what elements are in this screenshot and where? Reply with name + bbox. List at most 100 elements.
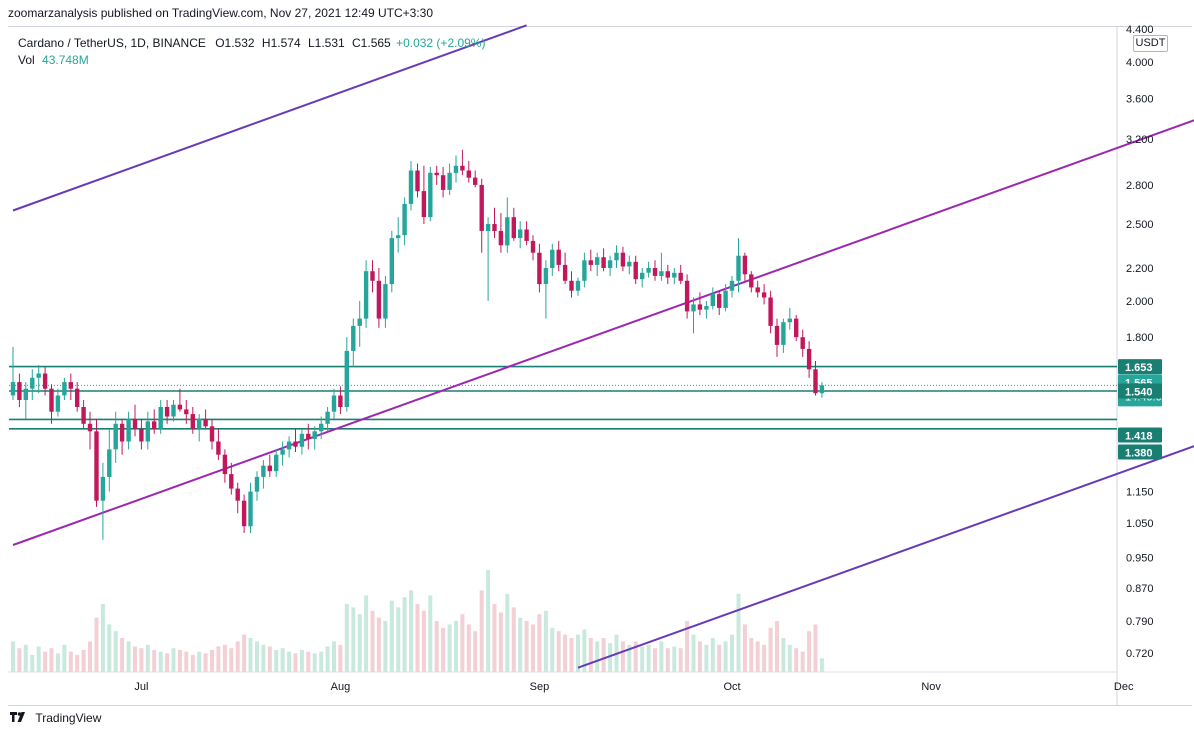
candle-body[interactable]	[81, 407, 86, 424]
candle-body[interactable]	[222, 454, 228, 475]
candle-body[interactable]	[672, 272, 677, 278]
candle-body[interactable]	[806, 348, 812, 370]
candle-body[interactable]	[473, 177, 478, 185]
candle-body[interactable]	[203, 418, 208, 427]
candle-body[interactable]	[261, 465, 266, 477]
candle-body[interactable]	[75, 388, 80, 407]
candle-body[interactable]	[376, 280, 382, 319]
candle-body[interactable]	[10, 382, 16, 396]
candle-body[interactable]	[68, 382, 73, 389]
candle-body[interactable]	[729, 280, 735, 291]
candle-body[interactable]	[518, 229, 523, 239]
candle-body[interactable]	[190, 414, 195, 429]
candle-body[interactable]	[524, 229, 529, 241]
candle-body[interactable]	[768, 297, 773, 326]
candle-body[interactable]	[588, 260, 593, 265]
candle-body[interactable]	[267, 465, 272, 472]
candle-body[interactable]	[607, 260, 613, 268]
candle-body[interactable]	[319, 423, 324, 432]
candle-body[interactable]	[229, 474, 234, 489]
candle-body[interactable]	[331, 395, 337, 412]
candle-body[interactable]	[87, 423, 93, 432]
candle-body[interactable]	[415, 170, 420, 192]
candle-body[interactable]	[556, 249, 561, 265]
candle-body[interactable]	[396, 235, 401, 239]
candle-body[interactable]	[530, 240, 536, 253]
candle-body[interactable]	[132, 418, 138, 429]
candle-body[interactable]	[627, 261, 632, 267]
candle-body[interactable]	[633, 261, 638, 280]
candle-body[interactable]	[235, 488, 240, 501]
candle-body[interactable]	[774, 325, 780, 345]
candle-body[interactable]	[697, 304, 703, 310]
candle-body[interactable]	[100, 476, 106, 501]
candle-body[interactable]	[280, 449, 285, 455]
candle-body[interactable]	[575, 280, 581, 291]
candle-body[interactable]	[659, 271, 664, 276]
candle-body[interactable]	[447, 172, 452, 190]
candle-body[interactable]	[640, 272, 645, 280]
candle-body[interactable]	[646, 268, 651, 273]
candle-body[interactable]	[113, 423, 118, 450]
candle-body[interactable]	[23, 388, 28, 400]
candle-body[interactable]	[363, 271, 369, 319]
candle-body[interactable]	[357, 318, 362, 326]
channel-middle-line[interactable]	[12, 37, 1194, 546]
candle-body[interactable]	[94, 431, 99, 501]
candle-body[interactable]	[306, 433, 311, 439]
candle-body[interactable]	[107, 449, 112, 477]
candle-body[interactable]	[274, 454, 279, 472]
candle-body[interactable]	[49, 388, 54, 412]
candle-body[interactable]	[152, 421, 157, 429]
candle-body[interactable]	[511, 217, 516, 239]
candle-body[interactable]	[460, 165, 465, 171]
candle-body[interactable]	[665, 271, 670, 278]
candle-body[interactable]	[485, 224, 491, 231]
candle-body[interactable]	[351, 325, 356, 351]
candle-body[interactable]	[408, 170, 414, 204]
candle-body[interactable]	[370, 271, 375, 281]
candle-body[interactable]	[678, 272, 683, 281]
candle-body[interactable]	[614, 252, 619, 261]
candle-body[interactable]	[717, 294, 722, 308]
candle-body[interactable]	[819, 385, 825, 394]
candle-body[interactable]	[684, 280, 690, 312]
candle-body[interactable]	[254, 476, 260, 492]
candle-body[interactable]	[145, 421, 150, 442]
channel-lower-line[interactable]	[577, 363, 1194, 669]
candle-body[interactable]	[582, 260, 587, 281]
candle-body[interactable]	[492, 224, 497, 231]
candle-body[interactable]	[723, 290, 728, 308]
candle-body[interactable]	[383, 284, 388, 319]
candle-body[interactable]	[434, 172, 439, 176]
candle-body[interactable]	[42, 373, 48, 389]
candle-body[interactable]	[736, 255, 741, 281]
candle-body[interactable]	[299, 433, 305, 447]
candle-body[interactable]	[139, 428, 144, 442]
candle-body[interactable]	[601, 257, 606, 268]
candle-body[interactable]	[402, 203, 407, 236]
candle-body[interactable]	[344, 350, 349, 407]
candle-body[interactable]	[62, 382, 67, 396]
candle-body[interactable]	[800, 337, 805, 349]
candle-body[interactable]	[787, 318, 792, 323]
candle-body[interactable]	[36, 373, 41, 378]
currency-button[interactable]: USDT	[1133, 35, 1168, 52]
candle-body[interactable]	[652, 268, 658, 276]
candle-body[interactable]	[158, 407, 163, 429]
tradingview-footer[interactable]: TradingView	[10, 710, 101, 728]
candle-body[interactable]	[197, 418, 202, 429]
candle-body[interactable]	[761, 292, 767, 298]
candle-body[interactable]	[440, 175, 446, 190]
candle-body[interactable]	[710, 294, 715, 307]
candle-body[interactable]	[794, 318, 799, 338]
candle-body[interactable]	[742, 255, 748, 275]
candle-body[interactable]	[479, 184, 484, 231]
candle-body[interactable]	[248, 491, 253, 527]
candle-body[interactable]	[562, 264, 568, 281]
candle-body[interactable]	[781, 322, 786, 345]
candle-body[interactable]	[595, 257, 600, 265]
candle-body[interactable]	[453, 165, 459, 173]
candle-body[interactable]	[216, 441, 221, 455]
candle-body[interactable]	[704, 306, 709, 310]
